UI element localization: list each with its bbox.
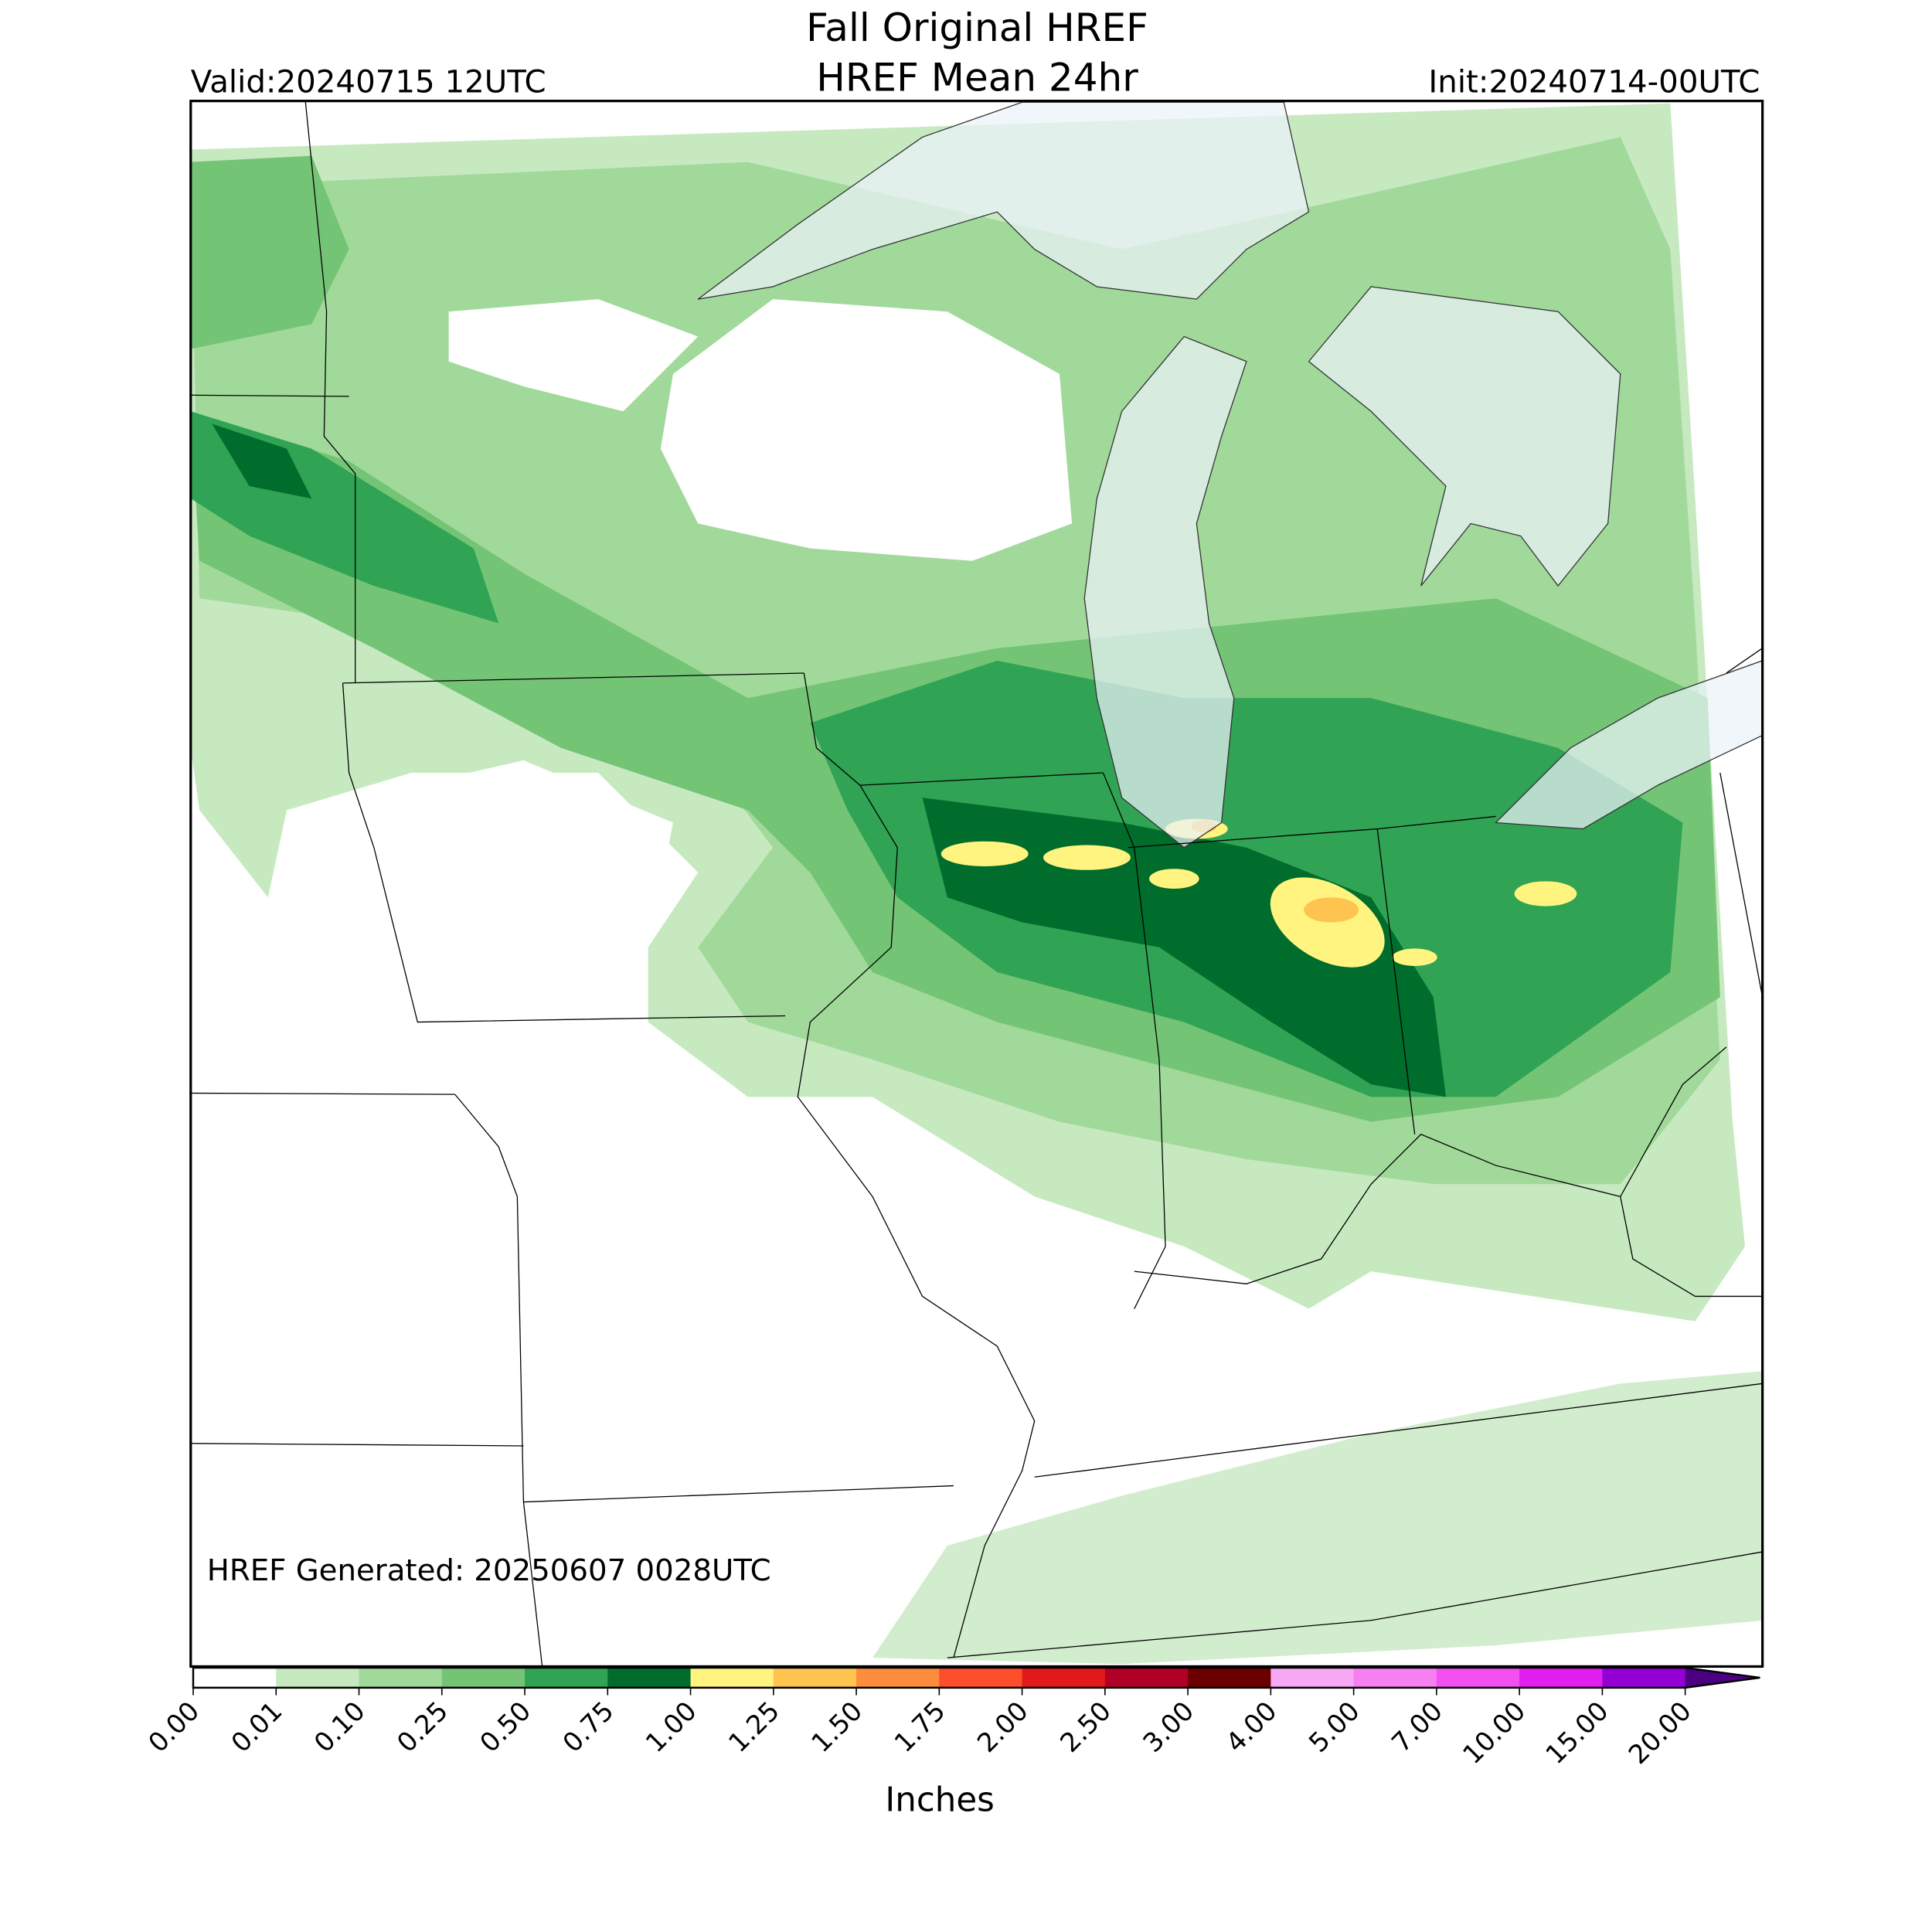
precip-field xyxy=(190,100,1763,1667)
dry-area xyxy=(448,299,699,412)
colorbar-segment xyxy=(1188,1668,1272,1688)
colorbar-segment xyxy=(1519,1668,1604,1688)
generated-note: HREF Generated: 20250607 0028UTC xyxy=(207,1553,771,1588)
colorbar-segment xyxy=(359,1668,443,1688)
dry-area xyxy=(361,760,673,1022)
colorbar-segment xyxy=(276,1668,360,1688)
colorbar-segment xyxy=(773,1668,857,1688)
colorbar-tick-label: 0.10 xyxy=(308,1696,371,1758)
dry-area xyxy=(660,299,1073,561)
title: Fall Original HREF xyxy=(806,5,1148,50)
init-time: Init:20240714-00UTC xyxy=(1428,63,1760,100)
valid-time: Valid:20240715 12UTC xyxy=(191,63,546,100)
colorbar-segment xyxy=(1353,1668,1437,1688)
colorbar-tick-label: 0.25 xyxy=(391,1696,454,1758)
colorbar-tick-label: 5.00 xyxy=(1303,1696,1366,1758)
colorbar-segment xyxy=(690,1668,774,1688)
heavy-precip xyxy=(940,818,1577,968)
colorbar: 0.00 0.01 0.10 0.25 0.50 0.75 1.00 1.25 1.50 1.75… xyxy=(142,1666,1760,1770)
precip-area xyxy=(190,155,349,349)
colorbar-tick-label: 0.75 xyxy=(557,1696,620,1758)
colorbar-tick-label: 10.00 xyxy=(1457,1696,1531,1770)
map-frame xyxy=(189,100,1764,1668)
lake xyxy=(697,101,1310,300)
colorbar-tick-label: 4.00 xyxy=(1220,1696,1283,1758)
colorbar-segment xyxy=(1436,1668,1520,1688)
colorbar-label: Inches xyxy=(885,1781,994,1820)
colorbar-segment xyxy=(441,1668,526,1688)
colorbar-tick-label: 7.00 xyxy=(1386,1696,1448,1758)
precip-area xyxy=(212,423,312,499)
colorbar-tick-label: 1.50 xyxy=(806,1696,869,1758)
lake xyxy=(1308,286,1621,587)
colorbar-segment xyxy=(1104,1668,1189,1688)
colorbar-tick-label: 3.00 xyxy=(1138,1696,1200,1758)
heavy-precip xyxy=(1304,897,1359,923)
lake xyxy=(1083,335,1247,849)
colorbar-segment xyxy=(1602,1668,1686,1688)
precip-area xyxy=(922,798,1446,1097)
colorbar-tick-label: 0.50 xyxy=(474,1696,536,1758)
colorbar-segment xyxy=(607,1668,692,1688)
colorbar-tick-label: 2.50 xyxy=(1054,1696,1117,1758)
colorbar-segment xyxy=(193,1668,277,1688)
lake xyxy=(1495,660,1763,830)
colorbar-tick-label: 20.00 xyxy=(1623,1696,1697,1770)
colorbar-tick-label: 1.25 xyxy=(723,1696,785,1758)
colorbar-tick-label: 1.00 xyxy=(640,1696,702,1758)
colorbar-tick-label: 1.75 xyxy=(889,1696,951,1758)
colorbar-segment xyxy=(939,1668,1023,1688)
colorbar-tick-label: 0.00 xyxy=(142,1696,205,1758)
colorbar-segment xyxy=(525,1668,609,1688)
map: HREF Generated: 20250607 0028UTC xyxy=(189,100,1764,1668)
colorbar-segment xyxy=(856,1668,940,1688)
colorbar-tick-label: 0.01 xyxy=(226,1696,288,1758)
colorbar-tick-label: 2.00 xyxy=(971,1696,1034,1758)
colorbar-outline xyxy=(192,1666,1760,1689)
colorbar-extension xyxy=(1685,1668,1760,1688)
precip-area xyxy=(872,1371,1763,1665)
colorbar-segment xyxy=(1270,1668,1355,1688)
colorbar-tick-label: 15.00 xyxy=(1540,1696,1614,1770)
state-borders xyxy=(190,100,1763,1667)
subtitle: HREF Mean 24hr xyxy=(816,56,1138,100)
colorbar-segment xyxy=(1022,1668,1106,1688)
